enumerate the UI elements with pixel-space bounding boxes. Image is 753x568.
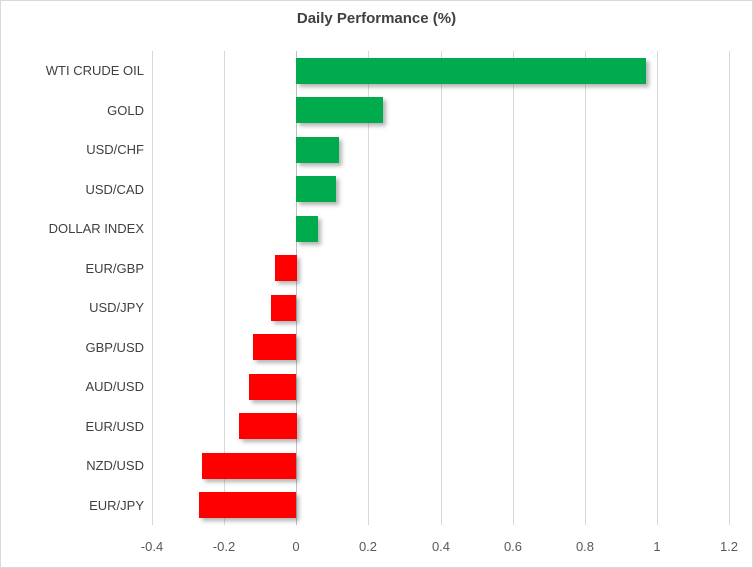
x-tick-label: 1: [653, 539, 661, 554]
gridline: [656, 51, 658, 525]
plot-area: [151, 51, 730, 525]
x-tick-label: -0.2: [212, 539, 236, 554]
category-label: GOLD: [107, 103, 144, 118]
category-label: AUD/USD: [85, 379, 144, 394]
bar: [253, 334, 296, 360]
bar: [296, 97, 383, 123]
category-label: DOLLAR INDEX: [48, 221, 144, 236]
bar: [202, 453, 296, 479]
bar: [239, 413, 297, 439]
bar: [296, 58, 646, 84]
category-label: GBP/USD: [85, 340, 144, 355]
gridline: [223, 51, 225, 525]
category-label: USD/JPY: [89, 300, 144, 315]
gridline: [584, 51, 586, 525]
bar: [275, 255, 297, 281]
category-label: USD/CHF: [86, 142, 144, 157]
chart-title: Daily Performance (%): [296, 10, 457, 27]
x-tick-label: 0.2: [358, 539, 378, 554]
bar: [296, 216, 318, 242]
category-label: USD/CAD: [85, 182, 144, 197]
bar: [199, 492, 296, 518]
x-tick-label: 0.8: [575, 539, 595, 554]
bar: [271, 295, 296, 321]
category-label: WTI CRUDE OIL: [45, 63, 144, 78]
gridline: [440, 51, 442, 525]
zero-axis-line: [295, 51, 297, 525]
category-label: EUR/GBP: [85, 261, 144, 276]
gridline: [512, 51, 514, 525]
x-tick-label: 0.4: [431, 539, 451, 554]
x-tick-label: -0.4: [140, 539, 164, 554]
category-label: NZD/USD: [86, 458, 144, 473]
gridline: [151, 51, 153, 525]
category-label: EUR/USD: [85, 419, 144, 434]
gridline: [728, 51, 730, 525]
gridline: [367, 51, 369, 525]
x-tick-label: 0.6: [503, 539, 523, 554]
x-tick-label: 0: [292, 539, 300, 554]
x-tick-label: 1.2: [719, 539, 739, 554]
category-label: EUR/JPY: [89, 498, 144, 513]
bar: [249, 374, 296, 400]
bar: [296, 137, 339, 163]
bar: [296, 176, 336, 202]
